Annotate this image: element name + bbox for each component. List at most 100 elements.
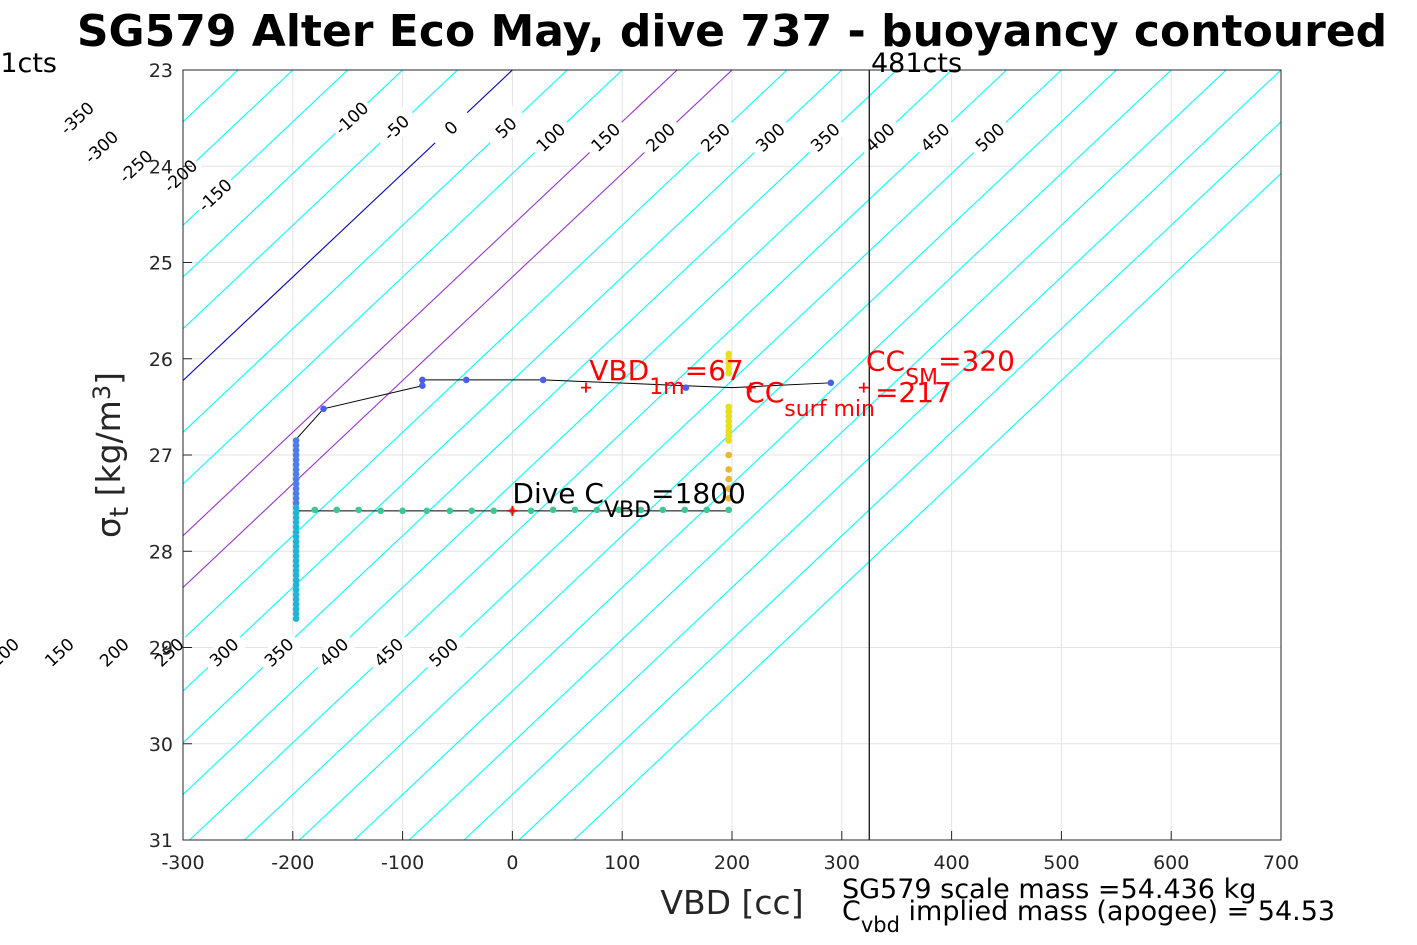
point-s4-5 <box>725 403 733 411</box>
point-s0-6 <box>827 379 835 387</box>
x-tick-label-0: -300 <box>161 852 204 874</box>
ann-dive-value: =1800 <box>651 477 746 510</box>
contour-label-top-bg-12 <box>691 114 739 161</box>
ann-vbd1m-value: =67 <box>685 354 744 387</box>
point-s3-11 <box>549 506 557 514</box>
contour-line--400 <box>0 70 73 840</box>
point-s2-15 <box>292 576 300 584</box>
contour-line-0 <box>183 70 513 382</box>
vline-label-1: 1cts <box>0 48 57 79</box>
contour-label-top-bg-0 <box>53 95 101 142</box>
contour-label-top-bg-15 <box>856 114 904 161</box>
point-s4-3 <box>725 365 733 372</box>
point-s2-16 <box>292 581 300 589</box>
point-s3-15 <box>637 506 645 514</box>
point-s2-13 <box>292 567 300 574</box>
annotation-cc-surf-min: CCsurf min=217 <box>745 376 952 422</box>
contour-label-top-bg-3 <box>156 152 205 199</box>
contour-line-500 <box>244 70 1062 840</box>
point-s5-4 <box>725 495 733 502</box>
contour-label-top-bg-2 <box>112 143 160 190</box>
y-label-sup: 3 <box>88 385 116 400</box>
point-s2-19 <box>292 596 300 603</box>
point-s3-18 <box>703 506 711 514</box>
ann-ccsm-base: CC <box>866 344 905 377</box>
point-s3-6 <box>446 507 454 515</box>
point-s0-5 <box>682 384 690 391</box>
contour-label-bottom-bg-10 <box>310 629 358 676</box>
contour-line-150 <box>183 70 678 537</box>
point-s2-20 <box>292 600 300 608</box>
contour-label-bottom-bg-12 <box>420 629 468 676</box>
marker-plus-3 <box>507 505 518 516</box>
point-s3-12 <box>571 506 579 514</box>
y-tick-label-5: 28 <box>149 541 173 563</box>
point-s4-6 <box>725 408 733 415</box>
point-s4-2 <box>725 360 733 367</box>
point-s4-12 <box>725 437 733 444</box>
marker-plus-0 <box>580 382 591 393</box>
y-tick-label-2: 25 <box>149 253 173 275</box>
point-s0-2 <box>419 382 426 390</box>
buoyancy-contours <box>0 70 1281 840</box>
contour-label-top-bg-4 <box>191 172 239 219</box>
y-tick-label-6: 29 <box>149 638 173 660</box>
footer-scale-mass: SG579 scale mass =54.436 kg <box>842 874 1256 905</box>
contour-label-top-bg-16 <box>911 114 959 161</box>
y-axis-label: σt [kg/m3] <box>88 372 134 538</box>
point-s2-1 <box>292 509 300 517</box>
contour-label-bottom-bg-5 <box>35 629 83 676</box>
ann-vbd1m-sub: 1m <box>649 375 684 400</box>
x-tick-label-5: 200 <box>714 852 750 874</box>
point-s2-12 <box>292 562 300 569</box>
contour-line-50 <box>183 70 568 433</box>
point-s1-7 <box>292 470 300 478</box>
point-s2-17 <box>292 586 300 594</box>
x-tick-label-9: 600 <box>1153 852 1189 874</box>
point-s3-19 <box>725 506 733 514</box>
annotation-vbd-1m: VBD1m=67 <box>589 354 743 400</box>
contour-line-400 <box>183 70 952 796</box>
point-s2-2 <box>292 514 300 521</box>
footer-implied-sub: vbd <box>861 913 900 937</box>
vline-label-481: 481cts <box>871 48 962 79</box>
point-s1-12 <box>292 495 300 502</box>
y-tick-label-0: 23 <box>149 60 173 82</box>
x-tick-label-6: 300 <box>824 852 860 874</box>
point-s2-11 <box>292 557 300 565</box>
contour-label-top-bg-17 <box>966 114 1014 161</box>
ann-dive-base: Dive C <box>512 477 604 510</box>
point-s1-1 <box>292 442 300 449</box>
point-s3-10 <box>527 507 535 515</box>
point-s1-0 <box>292 437 300 444</box>
point-s3-5 <box>423 507 431 515</box>
point-s3-14 <box>615 506 623 514</box>
point-s4-1 <box>725 355 733 363</box>
x-tick-label-4: 100 <box>604 852 640 874</box>
point-s5-0 <box>725 451 733 459</box>
ann-vbd1m-base: VBD <box>589 354 649 387</box>
marker-plus-2 <box>858 382 869 393</box>
x-axis-label: VBD [cc] <box>660 883 803 922</box>
red-markers <box>507 382 869 516</box>
footer-implied-text: implied mass (apogee) = 54.53 <box>900 896 1335 927</box>
contour-label-top-bg-1 <box>77 123 125 171</box>
x-tick-label-1: -200 <box>271 852 314 874</box>
footer-implied-base: C <box>842 896 861 927</box>
point-s1-2 <box>292 446 300 454</box>
point-s1-9 <box>292 480 300 488</box>
contour-line-250 <box>183 70 788 640</box>
point-s1-8 <box>292 475 300 483</box>
contour-line-700 <box>463 70 1281 840</box>
point-s5-2 <box>725 475 733 483</box>
point-s3-2 <box>355 506 362 514</box>
point-s2-18 <box>292 591 300 598</box>
contour-label-top-bg-6 <box>372 104 420 151</box>
point-s4-11 <box>725 432 733 440</box>
contour-label-bottom-bg-8 <box>200 629 248 676</box>
point-s2-7 <box>292 538 300 545</box>
ann-ccsm-value: =320 <box>938 344 1015 377</box>
y-tick-label-3: 26 <box>149 349 173 371</box>
point-s3-0 <box>311 506 319 514</box>
y-tick-label-1: 24 <box>149 156 173 178</box>
